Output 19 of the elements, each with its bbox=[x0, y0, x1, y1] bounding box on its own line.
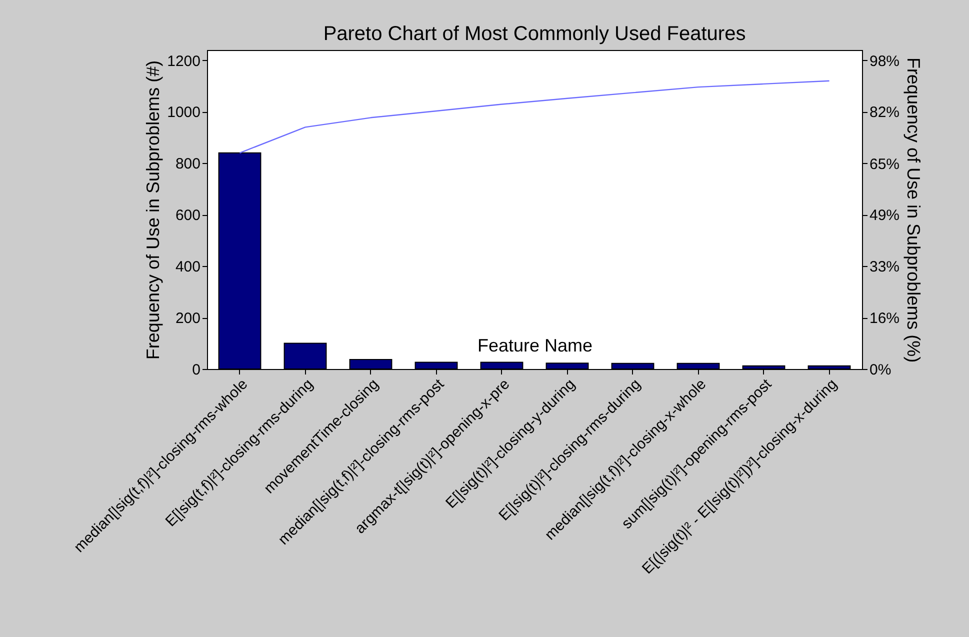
y-tick-label: 0 bbox=[192, 362, 200, 378]
y2-tick-label: 33% bbox=[870, 258, 900, 276]
chart-title: Pareto Chart of Most Commonly Used Features bbox=[323, 23, 746, 45]
y-tick-label: 600 bbox=[175, 207, 200, 224]
y2-tick-label: 98% bbox=[870, 52, 900, 70]
y2-axis-title: Frequency of Use in Subproblems (%) bbox=[904, 57, 924, 363]
y-tick-label: 1000 bbox=[167, 104, 200, 122]
x-axis-title: Feature Name bbox=[477, 336, 593, 356]
y2-tick-label: 49% bbox=[870, 207, 900, 224]
y-tick-label: 400 bbox=[175, 258, 200, 276]
line-series bbox=[239, 80, 830, 154]
y2-tick-label: 82% bbox=[870, 104, 900, 122]
y2-tick-label: 16% bbox=[870, 310, 900, 328]
y-tick-label: 1200 bbox=[167, 52, 200, 70]
y2-tick-label: 65% bbox=[870, 156, 900, 173]
y-tick-label: 800 bbox=[175, 156, 200, 173]
y-tick-label: 200 bbox=[175, 310, 200, 328]
y2-tick-label: 0% bbox=[870, 362, 892, 378]
y-axis-title: Frequency of Use in Subproblems (#) bbox=[143, 60, 164, 360]
